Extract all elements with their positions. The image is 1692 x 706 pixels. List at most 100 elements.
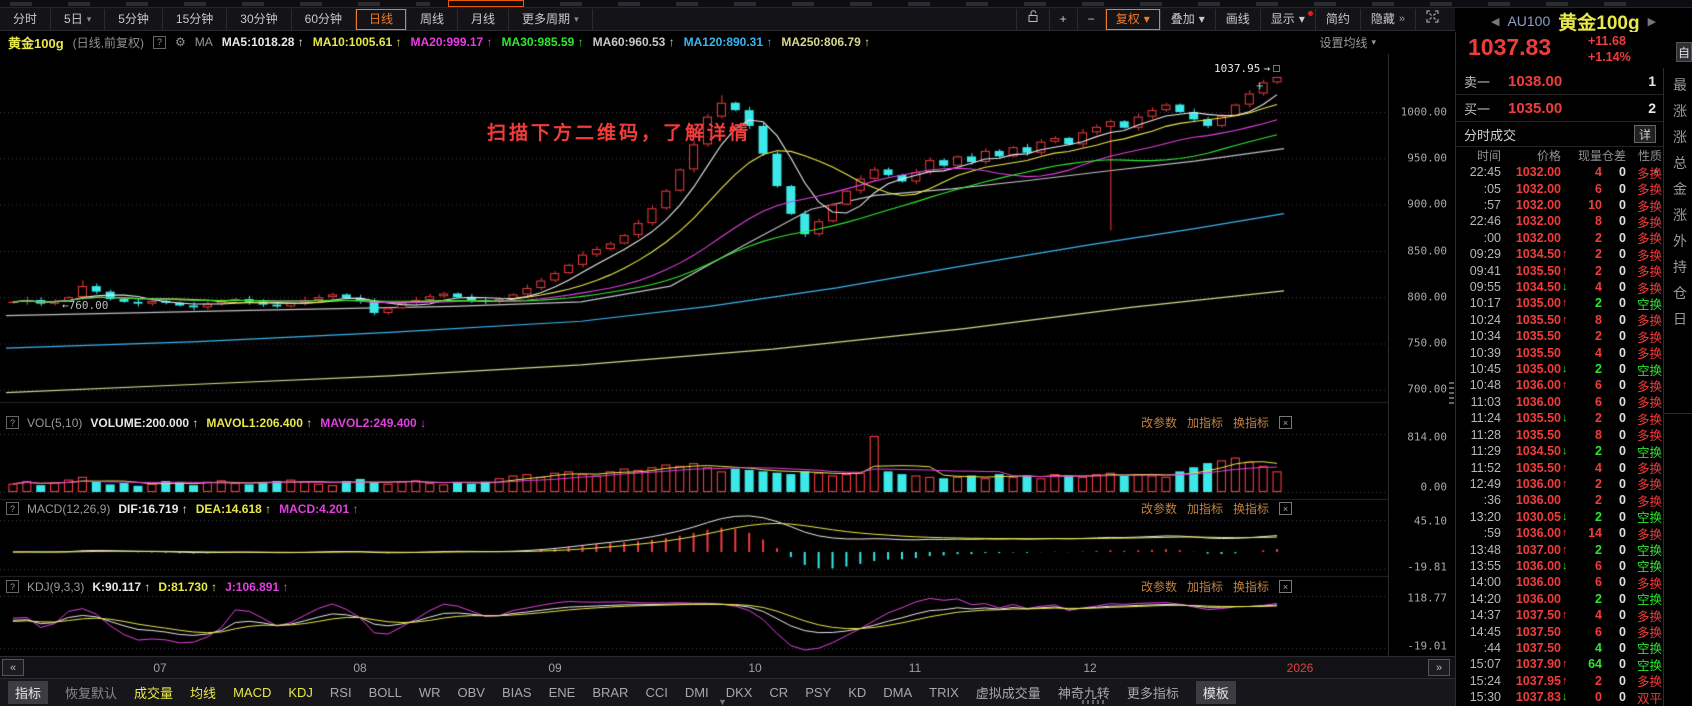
period-button-分时[interactable]: 分时 bbox=[0, 8, 52, 30]
ma-values: MA5:1018.28 ↑ MA10:1005.61 ↑ MA20:999.17 ↑… bbox=[222, 35, 870, 49]
pane-tool-换指标[interactable]: 换指标 bbox=[1232, 416, 1269, 430]
zoom-in-button[interactable]: + bbox=[1048, 8, 1077, 30]
kdj-pane-tools: 改参数 加指标 换指标 × bbox=[1100, 579, 1292, 594]
tick-time: 15:07 bbox=[1469, 657, 1501, 672]
period-button-周线[interactable]: 周线 bbox=[407, 8, 459, 30]
indicator-tab-成交量[interactable]: 成交量 bbox=[134, 686, 174, 701]
adjust-button[interactable]: 复权 ▾ bbox=[1104, 8, 1160, 30]
tick-row: 10:34 1035.50 2 0 多换 bbox=[1456, 328, 1664, 345]
period-button-15分钟[interactable]: 15分钟 bbox=[163, 8, 228, 30]
indicator-tab-指标[interactable]: 指标 bbox=[8, 681, 49, 704]
close-icon[interactable]: × bbox=[1279, 580, 1292, 593]
lock-button[interactable] bbox=[1015, 8, 1049, 30]
zoom-out-label: − bbox=[1087, 12, 1095, 26]
prev-symbol-button[interactable]: ◀ bbox=[1490, 15, 1500, 28]
help-icon[interactable]: ? bbox=[152, 35, 166, 49]
indicator-tab-虚拟成交量[interactable]: 虚拟成交量 bbox=[975, 686, 1041, 701]
help-icon[interactable]: ? bbox=[6, 580, 19, 593]
pane-tool-加指标[interactable]: 加指标 bbox=[1186, 416, 1223, 430]
tick-row: 13:55 1036.00 ↓ 6 0 空换 bbox=[1456, 558, 1664, 575]
indicator-tab-KDJ[interactable]: KDJ bbox=[288, 685, 313, 700]
pane-tool-加指标[interactable]: 加指标 bbox=[1186, 502, 1223, 516]
fullscreen-button[interactable] bbox=[1415, 8, 1449, 30]
ma-value: MA250:806.79 ↑ bbox=[781, 35, 871, 49]
zoom-out-button[interactable]: − bbox=[1076, 8, 1105, 30]
main-chart-canvas[interactable] bbox=[0, 54, 1388, 656]
indicator-tab-OBV[interactable]: OBV bbox=[457, 685, 485, 700]
pane-tool-改参数[interactable]: 改参数 bbox=[1140, 416, 1177, 430]
tick-row: 13:20 1030.05 ↓ 2 0 空换 bbox=[1456, 509, 1664, 526]
help-icon[interactable]: ? bbox=[6, 416, 19, 429]
indicator-tab-KD[interactable]: KD bbox=[848, 685, 867, 700]
scroll-left-button[interactable]: « bbox=[2, 659, 24, 676]
detail-button[interactable]: 详 bbox=[1634, 125, 1656, 143]
overlay-button[interactable]: 叠加 ▾ bbox=[1159, 8, 1215, 30]
bottom-splitter-grip[interactable] bbox=[1082, 700, 1106, 704]
tick-row: 09:41 1035.50 ↑ 2 0 多换 bbox=[1456, 262, 1664, 280]
indicator-tab-ENE[interactable]: ENE bbox=[548, 685, 576, 700]
scroll-right-button[interactable]: » bbox=[1428, 659, 1450, 676]
indicator-tab-RSI[interactable]: RSI bbox=[329, 685, 352, 700]
indicator-value: D:81.730 ↑ bbox=[158, 579, 218, 594]
indicator-tab-CR[interactable]: CR bbox=[769, 685, 789, 700]
ask-row[interactable]: 卖一 1038.00 1 bbox=[1456, 68, 1664, 95]
period-button-60分钟[interactable]: 60分钟 bbox=[292, 8, 356, 30]
indicator-tab-DMI[interactable]: DMI bbox=[684, 685, 709, 700]
indicator-tab-DKX[interactable]: DKX bbox=[725, 685, 753, 700]
tick-nature: 多换 bbox=[1636, 494, 1662, 509]
pane-tool-加指标[interactable]: 加指标 bbox=[1186, 580, 1223, 594]
indicator-tab-模板[interactable]: 模板 bbox=[1195, 681, 1236, 704]
indicator-tab-BIAS[interactable]: BIAS bbox=[501, 685, 532, 700]
tick-nature: 多换 bbox=[1636, 183, 1662, 198]
indicator-tab-CCI[interactable]: CCI bbox=[645, 685, 668, 700]
indicator-tab-恢复默认[interactable]: 恢复默认 bbox=[65, 686, 118, 701]
period-button-5分钟[interactable]: 5分钟 bbox=[105, 8, 163, 30]
indicator-tab-BRAR[interactable]: BRAR bbox=[592, 685, 629, 700]
period-button-月线[interactable]: 月线 bbox=[458, 8, 510, 30]
indicator-tab-DMA[interactable]: DMA bbox=[883, 685, 913, 700]
pane-tool-改参数[interactable]: 改参数 bbox=[1140, 502, 1177, 516]
tick-time: 11:28 bbox=[1470, 427, 1501, 442]
ask-price: 1038.00 bbox=[1508, 72, 1563, 90]
period-button-更多周期[interactable]: 更多周期 ▾ bbox=[509, 8, 593, 30]
chevron-down-icon: ▾ bbox=[1198, 12, 1205, 26]
tick-row: 10:24 1035.50 ↑ 8 0 多换 bbox=[1456, 312, 1664, 329]
display-button[interactable]: 显示 ▾ bbox=[1259, 8, 1315, 30]
indicator-tab-TRIX[interactable]: TRIX bbox=[929, 685, 959, 700]
help-icon[interactable]: ? bbox=[6, 502, 19, 515]
tick-nature: 多换 bbox=[1636, 478, 1662, 493]
tick-price: 1037.95 bbox=[1515, 673, 1561, 688]
indicator-tab-MACD[interactable]: MACD bbox=[233, 685, 272, 700]
hide-button[interactable]: 隐藏» bbox=[1359, 8, 1415, 30]
period-button-5日[interactable]: 5日 ▾ bbox=[51, 8, 106, 30]
bid-row[interactable]: 买一 1035.00 2 bbox=[1456, 95, 1664, 122]
next-symbol-button[interactable]: ▶ bbox=[1647, 15, 1657, 28]
pane-tool-换指标[interactable]: 换指标 bbox=[1232, 502, 1269, 516]
indicator-tab-神奇九转[interactable]: 神奇九转 bbox=[1057, 686, 1110, 701]
close-icon[interactable]: × bbox=[1279, 416, 1292, 429]
simple-button[interactable]: 简约 bbox=[1314, 8, 1360, 30]
menu-highlighted-item[interactable] bbox=[448, 0, 524, 7]
close-icon[interactable]: × bbox=[1279, 502, 1292, 515]
panel-splitter-grip[interactable] bbox=[1449, 382, 1454, 406]
indicator-tab-更多指标[interactable]: 更多指标 bbox=[1126, 686, 1179, 701]
scroll-up-icon[interactable]: ▲ bbox=[1652, 166, 1660, 175]
indicator-tab-BOLL[interactable]: BOLL bbox=[368, 685, 402, 700]
corner-button[interactable]: 自 bbox=[1676, 42, 1692, 62]
price-marker-icon bbox=[1272, 65, 1280, 72]
chevron-down-icon: ▾ bbox=[86, 14, 92, 24]
indicator-tab-PSY[interactable]: PSY bbox=[805, 685, 832, 700]
period-button-日线[interactable]: 日线 bbox=[356, 8, 408, 30]
settings-gear-icon[interactable]: ⚙ bbox=[174, 35, 186, 49]
period-button-30分钟[interactable]: 30分钟 bbox=[227, 8, 292, 30]
indicator-tab-WR[interactable]: WR bbox=[418, 685, 441, 700]
pane-tool-换指标[interactable]: 换指标 bbox=[1232, 580, 1269, 594]
pane-tool-改参数[interactable]: 改参数 bbox=[1140, 580, 1177, 594]
tick-position-diff: 0 bbox=[1619, 198, 1626, 213]
set-ma-button[interactable]: 设置均线 ▾ bbox=[1319, 35, 1376, 50]
window-menu-strip[interactable] bbox=[0, 0, 1692, 8]
indicator-tab-均线[interactable]: 均线 bbox=[190, 686, 217, 701]
tick-row: 11:52 1035.50 ↑ 4 0 多换 bbox=[1456, 459, 1664, 477]
draw-line-button[interactable]: 画线 bbox=[1214, 8, 1260, 30]
lock-icon bbox=[1027, 9, 1039, 29]
